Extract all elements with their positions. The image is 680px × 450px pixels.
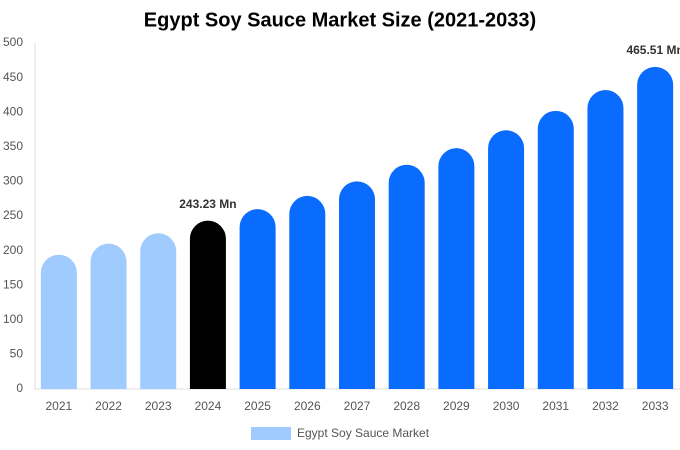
data-label: 465.51 Mn	[626, 43, 680, 57]
bar	[388, 164, 425, 389]
y-tick-label: 450	[3, 70, 23, 84]
y-tick-label: 500	[3, 35, 23, 49]
data-label: 243.23 Mn	[179, 197, 236, 211]
x-tick-label: 2030	[493, 399, 520, 413]
legend-swatch	[251, 427, 291, 440]
bar	[90, 243, 127, 389]
y-tick-label: 100	[3, 312, 23, 326]
x-tick-label: 2025	[244, 399, 271, 413]
x-tick-label: 2024	[195, 399, 222, 413]
x-tick-label: 2029	[443, 399, 470, 413]
x-tick-label: 2032	[592, 399, 619, 413]
x-tick-label: 2023	[145, 399, 172, 413]
bar	[488, 130, 525, 389]
y-tick-label: 150	[3, 277, 23, 291]
x-tick-label: 2028	[393, 399, 420, 413]
bar	[587, 90, 624, 390]
x-tick-label: 2026	[294, 399, 321, 413]
legend-label: Egypt Soy Sauce Market	[297, 426, 430, 440]
x-tick-label: 2027	[344, 399, 371, 413]
bar	[40, 254, 77, 389]
x-tick-label: 2031	[542, 399, 569, 413]
y-tick-label: 350	[3, 139, 23, 153]
x-tick-label: 2022	[95, 399, 122, 413]
y-tick-label: 300	[3, 174, 23, 188]
chart-title: Egypt Soy Sauce Market Size (2021-2033)	[144, 9, 536, 31]
bar	[239, 209, 276, 389]
x-tick-label: 2021	[45, 399, 72, 413]
bar	[438, 148, 475, 389]
bar	[537, 110, 574, 390]
bar	[637, 66, 674, 390]
x-tick-label: 2033	[642, 399, 669, 413]
y-tick-label: 250	[3, 208, 23, 222]
bar	[339, 181, 375, 389]
y-tick-label: 400	[3, 104, 23, 118]
bar	[289, 195, 326, 389]
y-tick-label: 50	[10, 347, 24, 361]
y-tick-label: 200	[3, 243, 23, 257]
bar	[140, 233, 177, 389]
y-tick-label: 0	[16, 381, 23, 395]
bar	[189, 220, 226, 389]
